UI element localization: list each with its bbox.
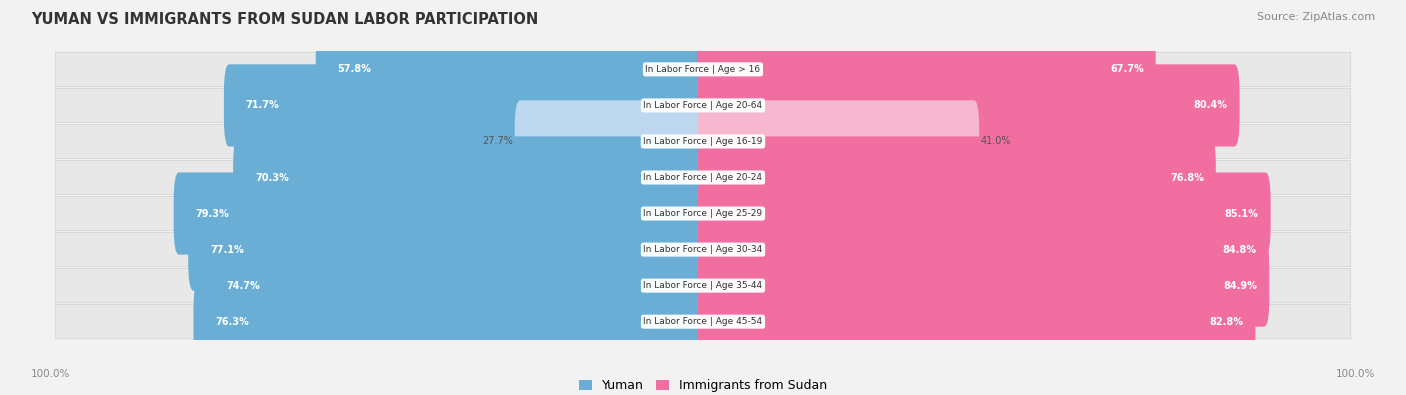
- FancyBboxPatch shape: [316, 28, 709, 111]
- Text: 76.8%: 76.8%: [1170, 173, 1204, 182]
- Text: 80.4%: 80.4%: [1194, 100, 1227, 111]
- FancyBboxPatch shape: [224, 64, 709, 147]
- Text: In Labor Force | Age 45-54: In Labor Force | Age 45-54: [644, 317, 762, 326]
- Text: In Labor Force | Age > 16: In Labor Force | Age > 16: [645, 65, 761, 74]
- Text: 77.1%: 77.1%: [209, 245, 243, 255]
- FancyBboxPatch shape: [697, 100, 979, 182]
- FancyBboxPatch shape: [55, 52, 1351, 87]
- Text: 57.8%: 57.8%: [337, 64, 371, 74]
- Text: 27.7%: 27.7%: [482, 136, 513, 147]
- Text: In Labor Force | Age 25-29: In Labor Force | Age 25-29: [644, 209, 762, 218]
- Text: In Labor Force | Age 16-19: In Labor Force | Age 16-19: [644, 137, 762, 146]
- FancyBboxPatch shape: [697, 173, 1271, 255]
- Text: In Labor Force | Age 20-24: In Labor Force | Age 20-24: [644, 173, 762, 182]
- FancyBboxPatch shape: [194, 280, 709, 363]
- Text: 67.7%: 67.7%: [1109, 64, 1143, 74]
- FancyBboxPatch shape: [174, 173, 709, 255]
- Text: 76.3%: 76.3%: [215, 317, 249, 327]
- Text: Source: ZipAtlas.com: Source: ZipAtlas.com: [1257, 12, 1375, 22]
- FancyBboxPatch shape: [55, 124, 1351, 158]
- FancyBboxPatch shape: [697, 28, 1156, 111]
- Text: 82.8%: 82.8%: [1209, 317, 1243, 327]
- FancyBboxPatch shape: [55, 305, 1351, 339]
- FancyBboxPatch shape: [188, 209, 709, 291]
- Text: YUMAN VS IMMIGRANTS FROM SUDAN LABOR PARTICIPATION: YUMAN VS IMMIGRANTS FROM SUDAN LABOR PAR…: [31, 12, 538, 27]
- Text: In Labor Force | Age 35-44: In Labor Force | Age 35-44: [644, 281, 762, 290]
- FancyBboxPatch shape: [697, 64, 1240, 147]
- FancyBboxPatch shape: [697, 280, 1256, 363]
- FancyBboxPatch shape: [515, 100, 709, 182]
- FancyBboxPatch shape: [55, 88, 1351, 122]
- Text: 85.1%: 85.1%: [1225, 209, 1258, 218]
- Text: In Labor Force | Age 30-34: In Labor Force | Age 30-34: [644, 245, 762, 254]
- Text: 70.3%: 70.3%: [254, 173, 288, 182]
- Text: 71.7%: 71.7%: [246, 100, 280, 111]
- Text: 74.7%: 74.7%: [226, 280, 260, 291]
- Text: In Labor Force | Age 20-64: In Labor Force | Age 20-64: [644, 101, 762, 110]
- FancyBboxPatch shape: [697, 245, 1270, 327]
- FancyBboxPatch shape: [204, 245, 709, 327]
- Text: 84.9%: 84.9%: [1223, 280, 1257, 291]
- Text: 100.0%: 100.0%: [1336, 369, 1375, 379]
- Text: 84.8%: 84.8%: [1223, 245, 1257, 255]
- FancyBboxPatch shape: [233, 136, 709, 218]
- Text: 100.0%: 100.0%: [31, 369, 70, 379]
- FancyBboxPatch shape: [55, 160, 1351, 195]
- FancyBboxPatch shape: [55, 269, 1351, 303]
- FancyBboxPatch shape: [697, 136, 1216, 218]
- FancyBboxPatch shape: [55, 233, 1351, 267]
- FancyBboxPatch shape: [697, 209, 1268, 291]
- Legend: Yuman, Immigrants from Sudan: Yuman, Immigrants from Sudan: [574, 374, 832, 395]
- FancyBboxPatch shape: [55, 196, 1351, 231]
- Text: 41.0%: 41.0%: [980, 136, 1011, 147]
- Text: 79.3%: 79.3%: [195, 209, 229, 218]
